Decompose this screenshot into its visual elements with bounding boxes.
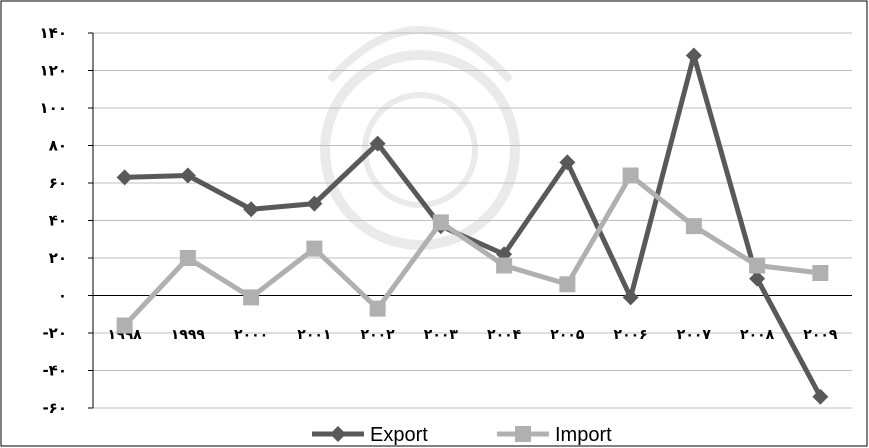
data-point-import <box>432 214 449 231</box>
y-tick-label: ۸۰ <box>49 137 67 155</box>
x-tick-label: ۲۰۰۱ <box>297 327 331 343</box>
y-tick-label: -۲۰ <box>42 324 67 342</box>
x-tick-label: ۲۰۰۷ <box>677 327 712 343</box>
y-tick-labels: ۱۴۰ ۱۲۰ ۱۰۰ ۸۰ ۶۰ ۴۰ ۲۰ ۰ -۲۰ -۴۰ -۶۰ <box>40 24 67 417</box>
y-tick-label: -۶۰ <box>42 399 67 417</box>
x-tick-label: ۲۰۰۵ <box>550 327 585 343</box>
data-point-import <box>179 250 196 266</box>
y-tick-label: ۱۴۰ <box>40 24 67 42</box>
data-point-export <box>179 167 196 184</box>
x-tick-label: ۲۰۰۳ <box>424 327 459 343</box>
series <box>116 47 829 405</box>
x-tick-label: ۲۰۰۸ <box>740 327 775 343</box>
y-tick-label: ۱۲۰ <box>40 62 67 80</box>
legend-label-export: Export <box>370 424 428 446</box>
data-point-import <box>243 289 260 306</box>
data-point-export <box>559 154 576 171</box>
series-line-export <box>124 53 823 398</box>
series-line-import <box>122 173 821 328</box>
data-point-export <box>685 47 702 64</box>
data-point-export <box>622 289 639 306</box>
legend-marker-export <box>330 426 346 442</box>
y-tick-label: ۲۰ <box>49 249 67 267</box>
data-point-import <box>812 265 829 281</box>
data-point-import <box>116 317 133 334</box>
x-tick-label: ۱۹۹۸ <box>108 327 143 343</box>
y-tick-label: ۱۰۰ <box>40 99 67 117</box>
data-point-export <box>243 201 260 218</box>
data-point-import <box>306 240 323 257</box>
gridlines <box>93 32 852 409</box>
axes <box>88 32 852 409</box>
y-tick-label: ۴۰ <box>49 212 67 230</box>
legend-label-import: Import <box>555 424 612 446</box>
legend-marker-import <box>515 426 531 442</box>
data-point-import <box>559 276 576 293</box>
x-tick-label: ۲۰۰۹ <box>803 327 838 343</box>
x-tick-label: ۱۹۹۹ <box>171 327 206 343</box>
data-point-export <box>306 195 323 212</box>
x-tick-label: ۲۰۰۰ <box>234 327 268 343</box>
x-tick-label: ۲۰۰۲ <box>361 327 396 343</box>
legend: Export Import <box>312 424 612 446</box>
data-point-import <box>622 167 639 184</box>
data-point-export <box>749 270 766 287</box>
y-tick-label: ۶۰ <box>49 174 67 192</box>
data-point-export <box>116 169 133 186</box>
data-point-import <box>496 257 513 274</box>
watermark-emblem <box>320 26 520 250</box>
data-point-import <box>369 300 386 317</box>
x-tick-labels: ۱۹۹۸ ۱۹۹۹ ۲۰۰۰ ۲۰۰۱ ۲۰۰۲ ۲۰۰۳ ۲۰۰۴ ۲۰۰۵ ۲۰۰۶ ۲۰۰۷… <box>108 327 838 343</box>
x-tick-label: ۲۰۰۴ <box>487 327 522 343</box>
data-point-export <box>812 388 829 405</box>
data-point-export <box>369 135 386 152</box>
x-tick-label: ۲۰۰۶ <box>614 327 648 343</box>
y-tick-label: -۴۰ <box>42 362 67 380</box>
y-tick-label: ۰ <box>58 287 67 305</box>
data-point-import <box>749 257 766 274</box>
data-point-import <box>685 218 702 235</box>
